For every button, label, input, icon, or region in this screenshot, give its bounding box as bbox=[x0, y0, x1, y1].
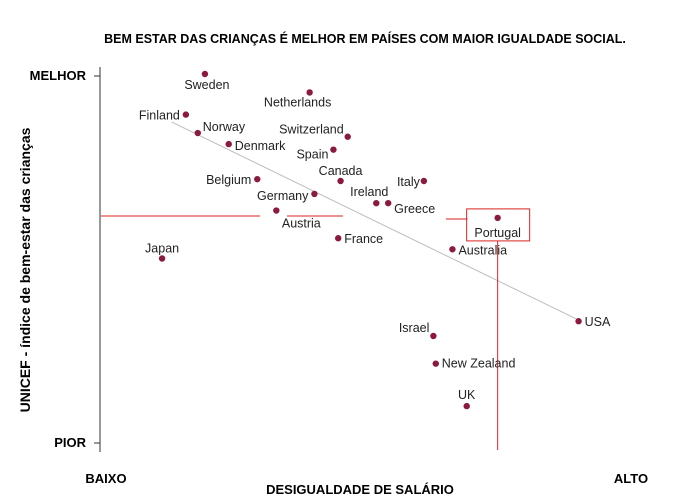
point-uk bbox=[463, 402, 470, 410]
label-ireland: Ireland bbox=[350, 185, 388, 199]
y-axis-label: UNICEF - índice de bem-estar das criança… bbox=[17, 127, 33, 412]
label-belgium: Belgium bbox=[206, 173, 251, 187]
label-sweden: Sweden bbox=[184, 78, 229, 92]
label-denmark: Denmark bbox=[235, 139, 286, 153]
point-portugal bbox=[494, 214, 501, 222]
x-axis: BAIXO ALTO DESIGUALDADE DE SALÁRIO bbox=[85, 471, 648, 497]
label-greece: Greece bbox=[394, 202, 435, 216]
label-canada: Canada bbox=[319, 164, 363, 178]
label-germany: Germany bbox=[257, 189, 309, 203]
point-finland bbox=[182, 111, 190, 118]
point-denmark bbox=[225, 140, 232, 148]
y-tick-high: MELHOR bbox=[30, 68, 87, 83]
point-netherlands bbox=[306, 89, 313, 96]
label-austria: Austria bbox=[282, 217, 321, 231]
label-australia: Australia bbox=[458, 243, 507, 257]
point-switzerland bbox=[344, 133, 351, 140]
portugal-highlight bbox=[101, 208, 531, 450]
label-netherlands: Netherlands bbox=[264, 95, 331, 109]
point-greece bbox=[384, 199, 392, 207]
label-norway: Norway bbox=[203, 120, 246, 134]
label-france: France bbox=[344, 232, 383, 246]
y-axis: MELHOR PIOR UNICEF - índice de bem-estar… bbox=[17, 67, 101, 452]
x-tick-high: ALTO bbox=[614, 471, 648, 486]
point-germany bbox=[311, 190, 318, 198]
label-spain: Spain bbox=[296, 148, 328, 162]
point-france bbox=[335, 235, 342, 242]
label-switzerland: Switzerland bbox=[279, 123, 344, 137]
label-israel: Israel bbox=[399, 321, 430, 335]
point-norway bbox=[194, 129, 201, 137]
point-sweden bbox=[201, 70, 209, 78]
label-portugal: Portugal bbox=[474, 226, 521, 240]
label-uk: UK bbox=[458, 388, 476, 402]
point-canada bbox=[337, 177, 344, 185]
data-points: Sweden Netherlands Finland Norway Switzerlan… bbox=[139, 70, 611, 410]
x-tick-low: BAIXO bbox=[85, 471, 126, 486]
y-tick-low: PIOR bbox=[54, 435, 86, 450]
point-japan bbox=[158, 255, 166, 262]
point-australia bbox=[449, 246, 456, 253]
label-new-zealand: New Zealand bbox=[442, 357, 516, 371]
label-italy: Italy bbox=[397, 175, 421, 189]
point-usa bbox=[575, 318, 582, 325]
label-japan: Japan bbox=[145, 242, 179, 256]
point-belgium bbox=[254, 175, 261, 183]
label-finland: Finland bbox=[139, 109, 180, 123]
point-spain bbox=[330, 146, 337, 153]
point-ireland bbox=[373, 199, 380, 207]
point-new-zealand bbox=[432, 360, 439, 367]
chart-title: BEM ESTAR DAS CRIANÇAS É MELHOR EM PAÍSE… bbox=[104, 31, 626, 46]
label-usa: USA bbox=[585, 315, 611, 329]
point-israel bbox=[430, 332, 437, 340]
point-austria bbox=[273, 207, 280, 214]
x-axis-label: DESIGUALDADE DE SALÁRIO bbox=[266, 482, 454, 497]
trendline bbox=[171, 121, 582, 322]
point-italy bbox=[420, 177, 428, 185]
